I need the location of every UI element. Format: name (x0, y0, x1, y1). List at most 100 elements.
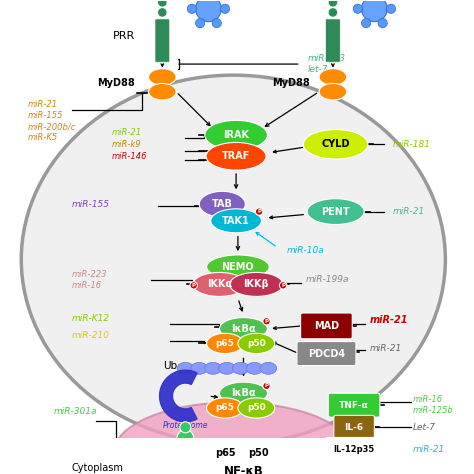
Ellipse shape (207, 255, 269, 279)
Ellipse shape (148, 83, 176, 100)
Text: miR-223: miR-223 (308, 54, 346, 63)
Text: miR-210: miR-210 (72, 331, 110, 340)
FancyBboxPatch shape (334, 415, 374, 439)
Text: p65: p65 (215, 448, 235, 458)
FancyBboxPatch shape (326, 19, 340, 62)
Text: TAB: TAB (212, 199, 233, 209)
Text: MyD88: MyD88 (272, 78, 310, 88)
Text: p50: p50 (247, 403, 266, 412)
Text: Ub: Ub (163, 362, 177, 372)
Ellipse shape (260, 362, 277, 374)
Circle shape (212, 18, 221, 28)
Text: NEMO: NEMO (222, 262, 254, 272)
Text: IκBα: IκBα (231, 388, 256, 398)
Ellipse shape (180, 422, 191, 433)
Text: miR-21: miR-21 (112, 128, 142, 137)
Text: miR-10a: miR-10a (287, 246, 325, 255)
Ellipse shape (206, 143, 266, 170)
Ellipse shape (279, 282, 287, 289)
Text: miR-21: miR-21 (413, 445, 446, 454)
FancyBboxPatch shape (157, 80, 168, 89)
Text: miR-146: miR-146 (112, 152, 147, 161)
Ellipse shape (207, 398, 244, 418)
Ellipse shape (238, 441, 279, 465)
Ellipse shape (319, 83, 346, 100)
Text: NFR: NFR (105, 447, 128, 456)
Text: miR-223: miR-223 (72, 270, 108, 279)
FancyBboxPatch shape (328, 80, 338, 89)
Text: miR-155: miR-155 (72, 200, 110, 209)
Text: P: P (264, 383, 268, 388)
Ellipse shape (205, 441, 246, 465)
Text: MAD: MAD (314, 321, 339, 331)
Text: p65: p65 (216, 339, 235, 348)
Circle shape (328, 8, 337, 17)
Ellipse shape (21, 75, 446, 444)
FancyBboxPatch shape (155, 19, 170, 62)
Ellipse shape (219, 362, 235, 374)
Circle shape (196, 18, 205, 28)
FancyBboxPatch shape (301, 313, 352, 339)
Circle shape (386, 4, 396, 13)
Text: p50: p50 (247, 339, 266, 348)
Text: p50: p50 (248, 448, 269, 458)
Text: miR-21: miR-21 (370, 345, 402, 354)
FancyBboxPatch shape (97, 440, 136, 462)
Text: miR-21: miR-21 (370, 315, 408, 325)
Text: IL-12p35: IL-12p35 (334, 445, 375, 454)
Text: CYLD: CYLD (321, 139, 350, 149)
Text: miR-k9: miR-k9 (112, 140, 141, 149)
Text: miR-200b/c: miR-200b/c (28, 122, 76, 131)
Ellipse shape (303, 129, 368, 159)
Circle shape (328, 0, 337, 7)
Text: miR-21: miR-21 (393, 207, 425, 216)
Text: miR-155: miR-155 (28, 111, 63, 120)
Text: p65: p65 (216, 403, 235, 412)
Text: MyD88: MyD88 (97, 78, 135, 88)
Text: IKKβ: IKKβ (244, 280, 269, 290)
Ellipse shape (219, 318, 267, 340)
Text: P: P (264, 319, 268, 324)
FancyBboxPatch shape (326, 438, 383, 462)
Text: miR-K5: miR-K5 (28, 133, 58, 142)
Ellipse shape (199, 191, 246, 217)
Ellipse shape (177, 362, 194, 374)
Circle shape (196, 0, 221, 22)
Ellipse shape (232, 362, 249, 374)
FancyBboxPatch shape (328, 393, 380, 417)
Ellipse shape (263, 382, 270, 390)
Ellipse shape (307, 199, 364, 225)
Circle shape (378, 18, 387, 28)
FancyBboxPatch shape (297, 342, 356, 365)
Text: P: P (281, 283, 285, 288)
Text: PRR: PRR (112, 31, 135, 41)
Circle shape (353, 4, 363, 13)
Text: TRAF: TRAF (222, 151, 250, 161)
Text: IκBα: IκBα (231, 324, 256, 334)
Text: IRAK: IRAK (223, 130, 249, 140)
Ellipse shape (211, 209, 262, 233)
Ellipse shape (238, 398, 275, 418)
Text: IL-6: IL-6 (345, 423, 364, 432)
Polygon shape (160, 370, 197, 422)
Ellipse shape (319, 69, 346, 85)
Ellipse shape (148, 69, 176, 85)
Circle shape (158, 8, 167, 17)
Text: IKKα: IKKα (207, 280, 232, 290)
Circle shape (158, 0, 167, 7)
Ellipse shape (113, 402, 353, 474)
Text: TAK1: TAK1 (222, 216, 250, 226)
Text: miR-181: miR-181 (393, 140, 431, 149)
Ellipse shape (255, 208, 263, 215)
Ellipse shape (207, 333, 244, 354)
Ellipse shape (238, 333, 275, 354)
Text: Proteasome: Proteasome (163, 421, 208, 430)
Text: NF-κB: NF-κB (224, 465, 264, 474)
Circle shape (362, 0, 387, 22)
Ellipse shape (191, 362, 208, 374)
Text: miR-125b: miR-125b (413, 406, 454, 415)
Text: miR-301a: miR-301a (54, 407, 97, 416)
Ellipse shape (205, 362, 221, 374)
Ellipse shape (219, 382, 267, 404)
Circle shape (187, 4, 196, 13)
